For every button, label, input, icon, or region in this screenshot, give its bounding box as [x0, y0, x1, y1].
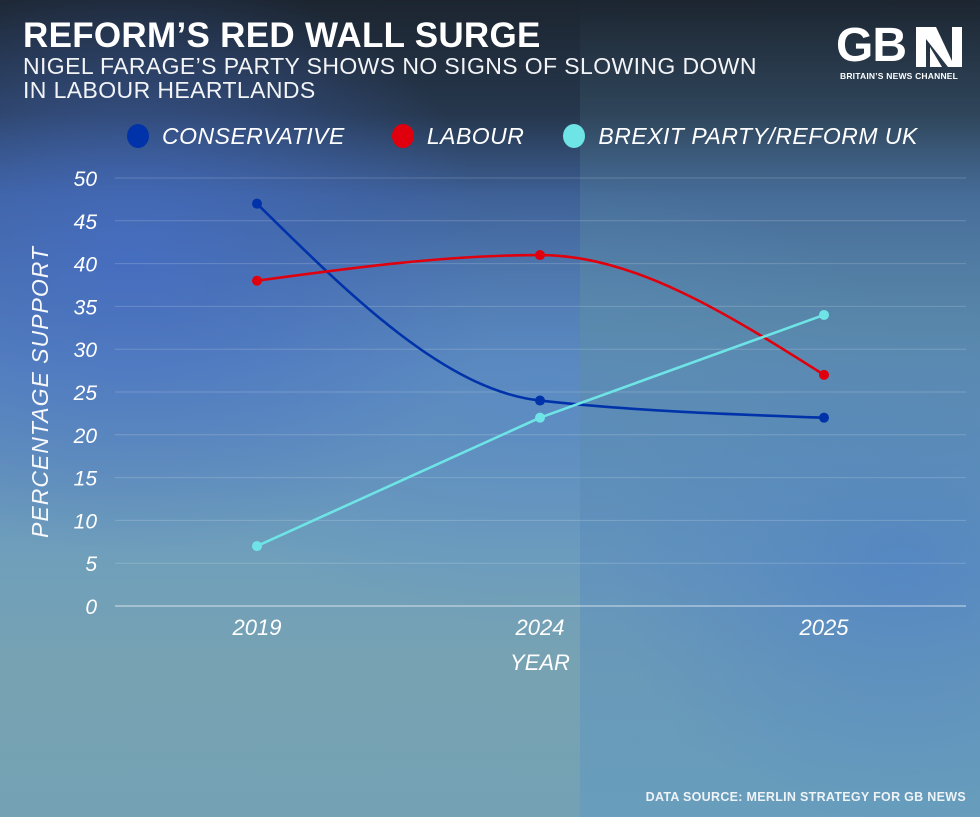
chart-legend: CONSERVATIVE LABOUR BREXIT PARTY/REFORM …: [127, 121, 958, 151]
data-point-conservative: [819, 412, 829, 423]
logo-n-mark-icon: [916, 27, 962, 67]
series-line-conservative: [256, 202, 825, 419]
x-tick-label: 2019: [232, 615, 282, 640]
y-tick-label: 5: [85, 553, 97, 576]
legend-swatch-reform: [563, 124, 586, 148]
y-tick-label: 50: [74, 168, 98, 191]
y-tick-label: 25: [73, 382, 98, 405]
y-tick-label: 35: [74, 296, 98, 319]
gbnews-logo: GB BRITAIN’S NEWS CHANNEL: [836, 20, 966, 84]
y-tick-labels: 0 5 10 15 20 25 30 35 40 45 50: [73, 168, 98, 619]
data-source: DATA SOURCE: MERLIN STRATEGY FOR GB NEWS: [645, 790, 966, 804]
legend-label-reform: BREXIT PARTY/REFORM UK: [598, 122, 918, 149]
data-point-brexit-party-reform-uk: [252, 541, 262, 552]
data-point-labour: [252, 275, 262, 286]
data-point-conservative: [252, 198, 262, 209]
data-point-labour: [819, 369, 829, 380]
legend-item-labour: LABOUR: [391, 122, 525, 150]
y-tick-label: 10: [74, 510, 98, 533]
x-tick-label: 2024: [515, 615, 565, 640]
data-point-labour: [535, 250, 545, 261]
legend-swatch-conservative: [127, 124, 149, 148]
chart-title: REFORM’S RED WALL SURGE: [23, 16, 541, 55]
x-tick-labels: 2019 2024 2025: [232, 615, 850, 640]
y-tick-label: 30: [74, 339, 98, 362]
series-points: [252, 198, 829, 552]
series-line-labour: [256, 253, 825, 376]
legend-item-conservative: CONSERVATIVE: [127, 123, 345, 150]
legend-label-conservative: CONSERVATIVE: [162, 122, 345, 149]
grid-lines: [115, 177, 966, 607]
y-tick-label: 0: [85, 596, 97, 619]
x-tick-label: 2025: [799, 615, 850, 640]
y-tick-label: 20: [73, 425, 98, 448]
data-point-conservative: [535, 395, 545, 406]
legend-label-labour: LABOUR: [426, 122, 525, 149]
data-point-brexit-party-reform-uk: [819, 309, 829, 320]
logo-tagline: BRITAIN’S NEWS CHANNEL: [840, 71, 959, 81]
y-axis-label: PERCENTAGE SUPPORT: [27, 245, 53, 538]
data-point-brexit-party-reform-uk: [535, 412, 545, 423]
y-tick-label: 40: [74, 254, 98, 277]
y-tick-label: 15: [74, 468, 98, 491]
chart-subtitle: NIGEL FARAGE’S PARTY SHOWS NO SIGNS OF S…: [23, 53, 757, 103]
legend-item-reform: BREXIT PARTY/REFORM UK: [563, 123, 917, 150]
legend-swatch-labour: [391, 124, 414, 148]
y-tick-label: 45: [74, 211, 98, 234]
x-axis-label: YEAR: [510, 650, 570, 675]
logo-text: GB: [836, 19, 907, 72]
